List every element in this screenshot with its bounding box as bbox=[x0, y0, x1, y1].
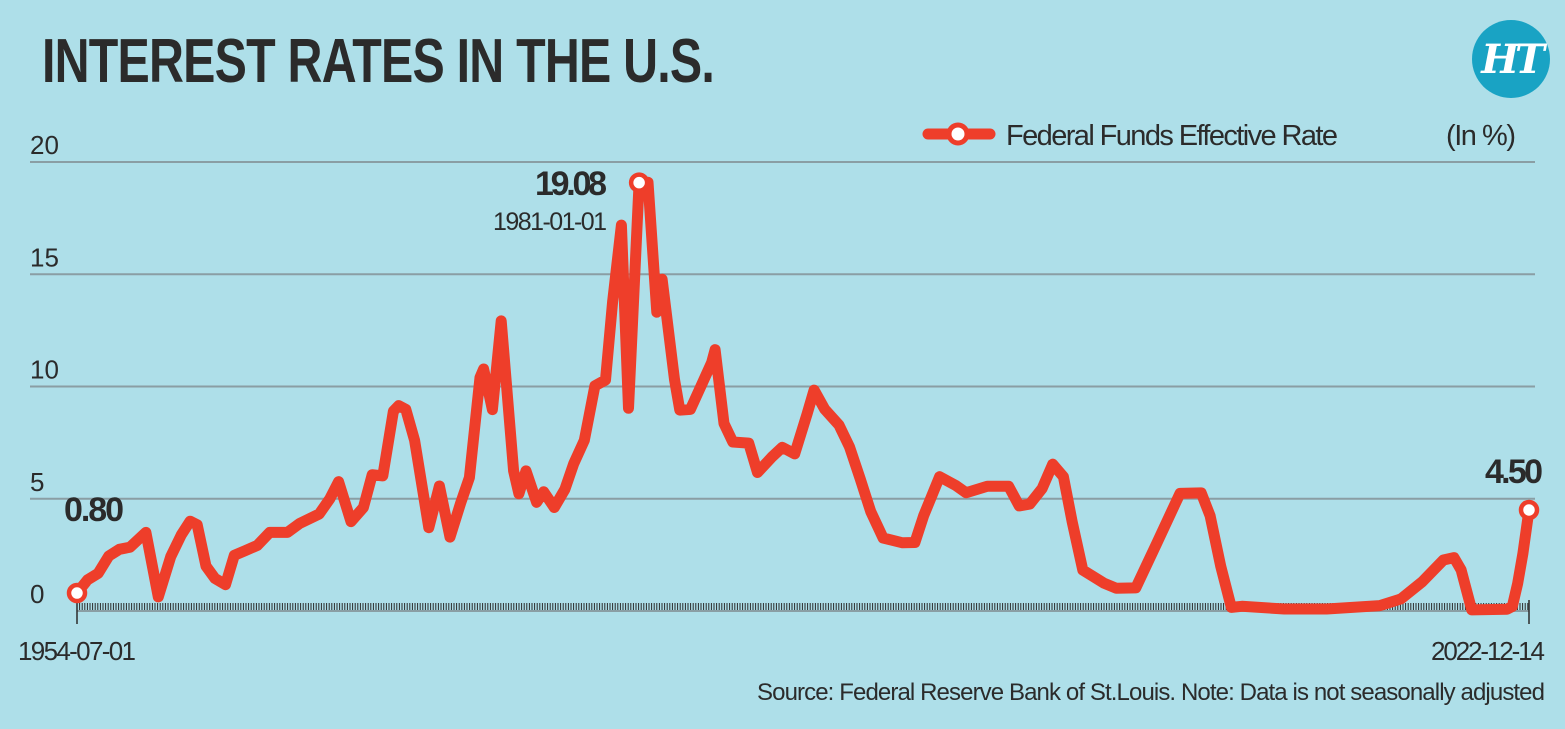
legend-label: Federal Funds Effective Rate bbox=[1006, 120, 1338, 152]
y-tick-label-20: 20 bbox=[30, 130, 59, 160]
y-tick-label-10: 10 bbox=[30, 355, 59, 385]
legend-marker bbox=[946, 122, 970, 146]
unit-label: (In %) bbox=[1446, 120, 1516, 152]
annotation-label-end: 4.50 bbox=[1485, 453, 1543, 491]
annotation-label-start: 0.80 bbox=[64, 491, 124, 529]
annotation-marker-0 bbox=[66, 582, 88, 604]
x-minor-ticks bbox=[76, 603, 1529, 611]
ht-logo: HT bbox=[1472, 20, 1550, 98]
y-tick-label-15: 15 bbox=[30, 242, 59, 272]
source-note: Source: Federal Reserve Bank of St.Louis… bbox=[757, 679, 1545, 706]
y-tick-label-5: 5 bbox=[30, 467, 44, 497]
logo-text: HT bbox=[1481, 35, 1545, 83]
y-tick-label-0: 0 bbox=[30, 579, 44, 609]
annotation-sublabel-peak: 1981-01-01 bbox=[493, 208, 607, 236]
gridlines bbox=[30, 161, 1535, 500]
x-tick-label-start: 1954-07-01 bbox=[18, 636, 136, 666]
annotation-marker-1 bbox=[628, 172, 650, 193]
x-tick-label-end: 2022-12-14 bbox=[1431, 636, 1545, 666]
y-tick-labels: 0 5 10 15 20 bbox=[30, 130, 59, 609]
series-line-federal-funds bbox=[71, 176, 1535, 616]
annotation-label-peak: 19.08 bbox=[535, 165, 607, 203]
legend: Federal Funds Effective Rate bbox=[922, 120, 1338, 152]
annotation-markers bbox=[66, 172, 1540, 604]
chart-title: INTEREST RATES IN THE U.S. bbox=[42, 27, 715, 96]
annotation-marker-2 bbox=[1518, 499, 1540, 521]
